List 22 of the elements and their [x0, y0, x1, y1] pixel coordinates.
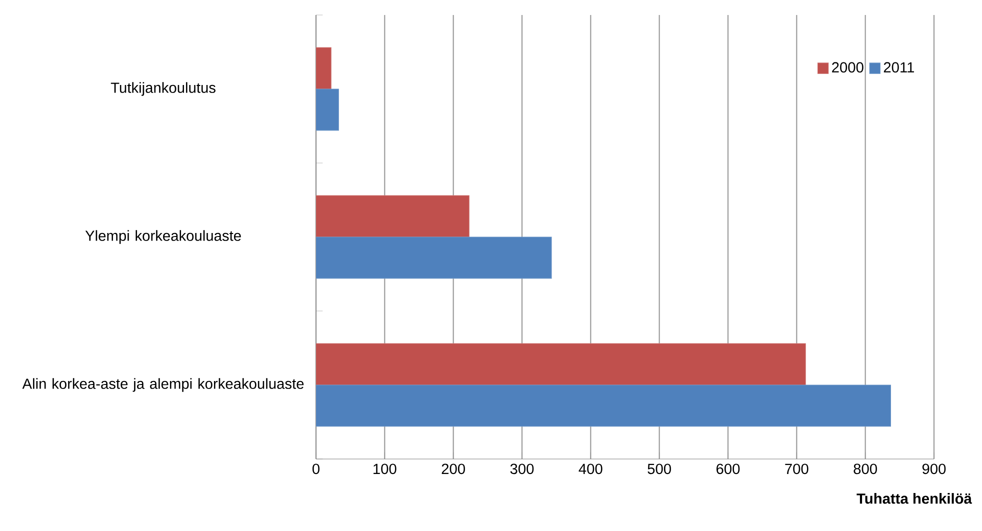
- bar: [316, 88, 339, 131]
- y-tick-label: Alin korkea-aste ja alempi korkeakouluaste: [22, 378, 304, 392]
- legend-label: 2000: [832, 62, 864, 73]
- x-tick-label: 200: [442, 464, 465, 474]
- x-tick-label: 400: [578, 464, 602, 474]
- x-tick-label: 900: [922, 464, 946, 474]
- x-tick-label: 0: [312, 464, 320, 474]
- bar: [316, 236, 552, 279]
- x-tick-label: 800: [854, 464, 877, 474]
- x-tick-label: 100: [374, 464, 396, 474]
- bar: [316, 384, 892, 427]
- bar: [316, 47, 332, 90]
- x-tick-label: 300: [510, 464, 534, 474]
- x-tick-label: 700: [785, 464, 808, 474]
- bar: [316, 195, 470, 238]
- y-tick-label: Ylempi korkeakouluaste: [85, 230, 241, 244]
- x-tick-label: 500: [648, 464, 671, 474]
- y-tick-label: Tutkijankoulutus: [110, 82, 216, 96]
- x-tick-label: 600: [716, 464, 740, 474]
- bar: [316, 343, 806, 386]
- legend-label: 2011: [884, 62, 914, 73]
- x-axis-title: Tuhatta henkilöä: [856, 493, 972, 504]
